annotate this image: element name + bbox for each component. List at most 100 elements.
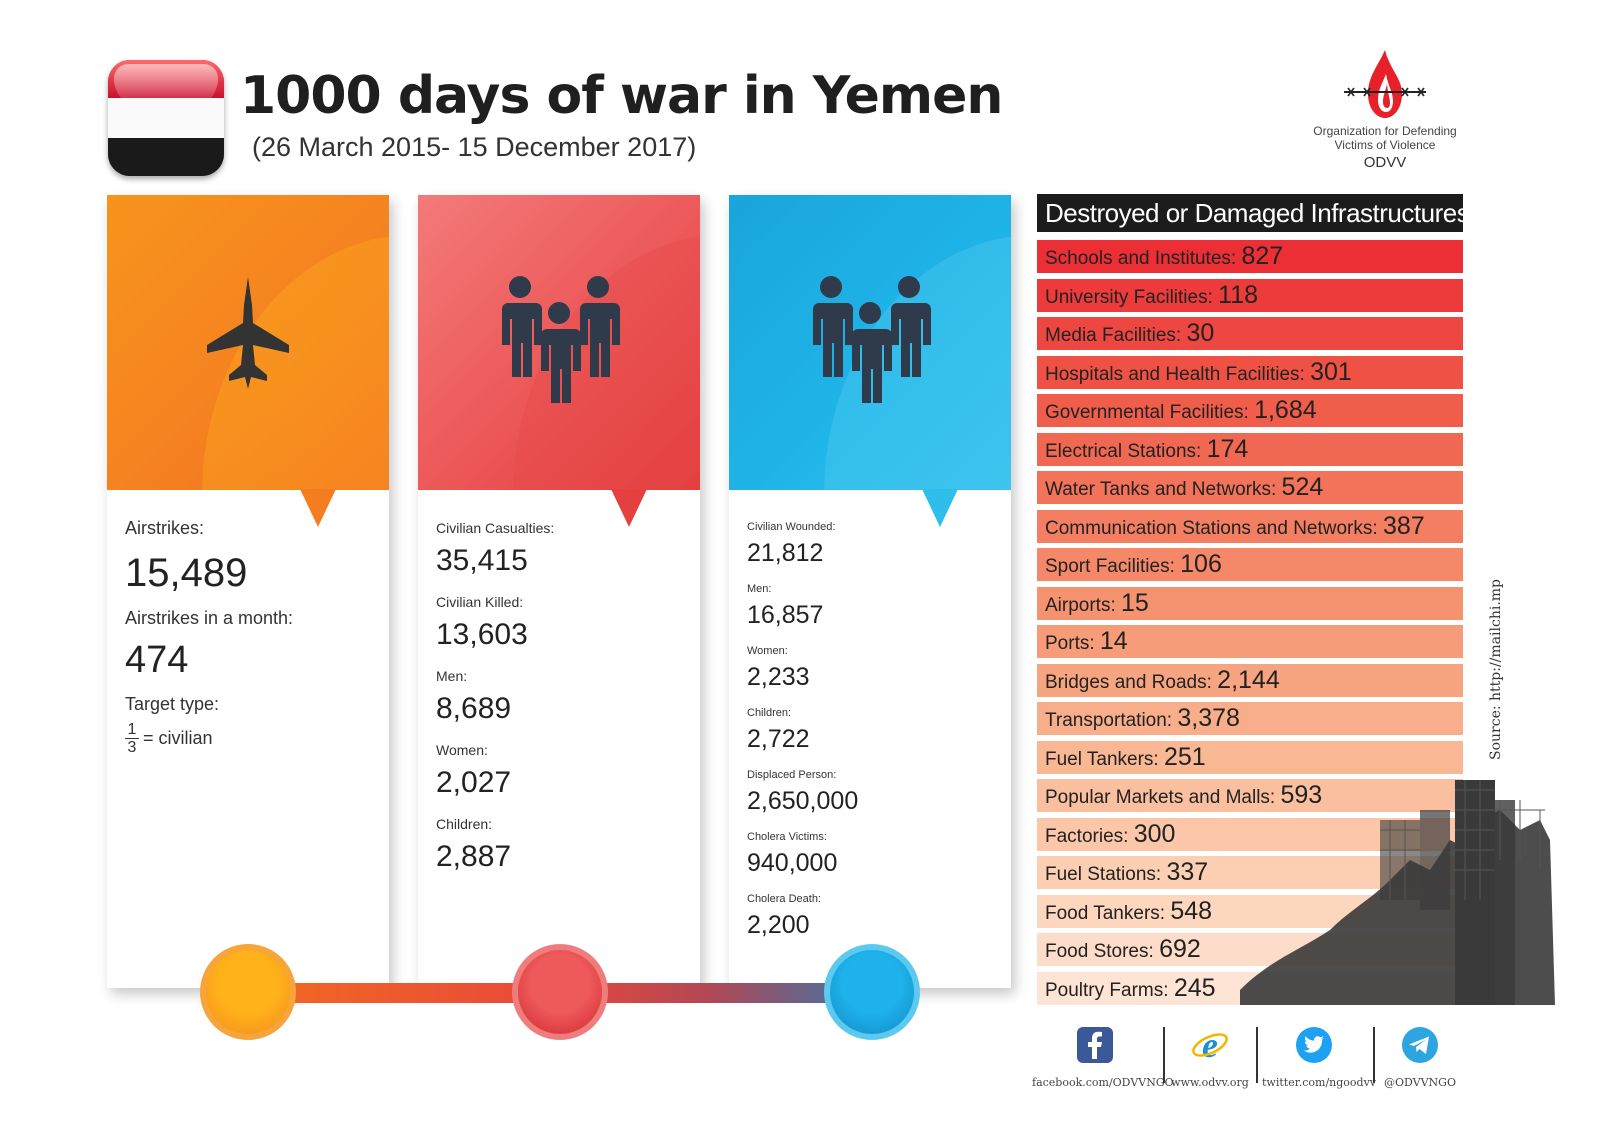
infrastructure-label: Transportation: bbox=[1045, 710, 1173, 731]
website-link[interactable]: e www.odvv.org bbox=[1170, 1025, 1250, 1089]
civilian-killed-value: 13,603 bbox=[436, 618, 528, 651]
infrastructure-label: Poultry Farms: bbox=[1045, 979, 1169, 1001]
wounded-children-label: Children: bbox=[747, 707, 792, 719]
cholera-death-value: 2,200 bbox=[747, 911, 810, 939]
infrastructure-value: 245 bbox=[1173, 973, 1216, 1002]
wounded-men-value: 16,857 bbox=[747, 601, 824, 629]
logo-line-2: Victims of Violence bbox=[1334, 138, 1436, 152]
page-title: 1000 days of war in Yemen bbox=[240, 66, 1003, 126]
timeline-dot-red bbox=[512, 944, 608, 1040]
infrastructure-row: Bridges and Roads: 2,144 bbox=[1037, 663, 1463, 697]
infrastructure-label: Fuel Stations: bbox=[1045, 864, 1162, 885]
infrastructure-label: Food Stores: bbox=[1045, 941, 1154, 962]
killed-children-label: Children: bbox=[436, 816, 493, 832]
infrastructure-row: Transportation: 3,378 bbox=[1037, 702, 1463, 735]
fraction-denominator: 3 bbox=[127, 739, 137, 756]
killed-women-value: 2,027 bbox=[436, 766, 512, 799]
civilian-wounded-value: 21,812 bbox=[747, 539, 824, 567]
page-subtitle: (26 March 2015- 15 December 2017) bbox=[252, 132, 697, 162]
infrastructure-label: Communication Stations and Networks: bbox=[1045, 517, 1378, 539]
infrastructure-label: Sport Facilities: bbox=[1045, 556, 1175, 577]
infrastructure-label: Ports: bbox=[1045, 633, 1095, 654]
target-type-label: Target type: bbox=[125, 694, 220, 714]
infrastructure-label: Media Facilities: bbox=[1045, 325, 1182, 346]
civilian-casualties-label: Civilian Casualties: bbox=[436, 520, 555, 536]
infrastructure-heading: Destroyed or Damaged Infrastructures: bbox=[1037, 194, 1476, 232]
infrastructure-value: 1,684 bbox=[1254, 396, 1317, 424]
infrastructure-row: Ports: 14 bbox=[1037, 625, 1463, 658]
social-separator bbox=[1373, 1027, 1375, 1083]
infrastructure-label: Hospitals and Health Facilities: bbox=[1045, 363, 1305, 385]
killed-men-label: Men: bbox=[436, 668, 468, 684]
facebook-icon bbox=[1077, 1027, 1113, 1063]
infrastructure-label: Food Tankers: bbox=[1045, 902, 1166, 924]
infrastructure-row: Water Tanks and Networks: 524 bbox=[1037, 471, 1463, 504]
infrastructure-value: 106 bbox=[1180, 550, 1222, 578]
wounded-women-label: Women: bbox=[747, 645, 788, 657]
logo-line-1: Organization for Defending bbox=[1313, 124, 1457, 138]
airstrikes-value: 15,489 bbox=[125, 551, 248, 595]
infrastructure-row: University Facilities: 118 bbox=[1037, 278, 1463, 312]
infrastructure-label: Fuel Tankers: bbox=[1045, 748, 1159, 770]
infrastructure-row: Fuel Tankers: 251 bbox=[1037, 740, 1463, 774]
infrastructure-row: Popular Markets and Malls: 593 bbox=[1037, 779, 1463, 812]
cholera-victims-value: 940,000 bbox=[747, 849, 838, 877]
infrastructure-value: 827 bbox=[1241, 242, 1284, 270]
infrastructure-label: Schools and Institutes: bbox=[1045, 248, 1237, 269]
wounded-stats: Civilian Wounded: 21,812 Men: 16,857 Wom… bbox=[747, 521, 858, 940]
killed-women-label: Women: bbox=[436, 742, 488, 758]
social-links: facebook.com/ODVVNGO e www.odvv.org twit… bbox=[1030, 1025, 1490, 1089]
civilian-killed-label: Civilian Killed: bbox=[436, 594, 524, 610]
infrastructure-value: 337 bbox=[1166, 858, 1209, 886]
killed-children-value: 2,887 bbox=[436, 840, 512, 873]
yemen-flag-icon bbox=[108, 60, 224, 176]
social-separator bbox=[1256, 1027, 1258, 1083]
telegram-text: @ODVVNGO bbox=[1384, 1076, 1456, 1089]
fraction-numerator: 1 bbox=[127, 721, 137, 738]
infrastructure-value: 692 bbox=[1159, 935, 1201, 963]
infrastructure-value: 15 bbox=[1121, 588, 1149, 617]
infrastructure-row: Sport Facilities: 106 bbox=[1037, 548, 1463, 581]
wounded-children-value: 2,722 bbox=[747, 725, 810, 753]
infrastructure-value: 300 bbox=[1133, 819, 1176, 848]
infrastructure-value: 387 bbox=[1382, 511, 1425, 540]
facebook-link[interactable]: facebook.com/ODVVNGO bbox=[1032, 1025, 1174, 1089]
infrastructure-row: Airports: 15 bbox=[1037, 586, 1463, 620]
infrastructure-value: 2,144 bbox=[1217, 665, 1280, 694]
casualties-card-header bbox=[418, 195, 700, 490]
telegram-link[interactable]: @ODVVNGO bbox=[1382, 1025, 1458, 1089]
infrastructure-value: 593 bbox=[1280, 781, 1323, 809]
infrastructure-label: Bridges and Roads: bbox=[1045, 671, 1212, 693]
infrastructure-value: 3,378 bbox=[1177, 704, 1240, 732]
destroyed-city-silhouette-icon bbox=[1240, 780, 1555, 1005]
civilian-wounded-label: Civilian Wounded: bbox=[747, 521, 836, 533]
wounded-women-value: 2,233 bbox=[747, 663, 810, 691]
displaced-label: Displaced Person: bbox=[747, 769, 837, 781]
timeline-dot-orange bbox=[200, 944, 296, 1040]
infrastructure-row: Electrical Stations: 174 bbox=[1037, 432, 1463, 466]
infrastructure-value: 301 bbox=[1310, 357, 1352, 386]
facebook-text: facebook.com/ODVVNGO bbox=[1032, 1076, 1174, 1089]
infrastructure-value: 118 bbox=[1218, 280, 1259, 309]
fighter-jet-icon bbox=[207, 277, 289, 389]
internet-explorer-icon: e bbox=[1192, 1025, 1228, 1065]
infrastructure-value: 548 bbox=[1170, 896, 1213, 925]
telegram-icon bbox=[1402, 1027, 1438, 1063]
casualties-card: Civilian Casualties: 35,415 Civilian Kil… bbox=[418, 195, 700, 988]
twitter-icon bbox=[1296, 1027, 1332, 1063]
source-note: Source: http://mailchi.mp bbox=[1488, 578, 1504, 760]
infrastructure-value: 524 bbox=[1281, 473, 1324, 501]
website-text: www.odvv.org bbox=[1171, 1076, 1249, 1089]
twitter-text: twitter.com/ngoodvv bbox=[1262, 1076, 1377, 1089]
infrastructure-label: Electrical Stations: bbox=[1045, 440, 1202, 462]
cholera-victims-label: Cholera Victims: bbox=[747, 831, 827, 843]
odvv-logo: Organization for Defending Victims of Vi… bbox=[1290, 48, 1480, 171]
infrastructure-value: 174 bbox=[1206, 434, 1249, 463]
infrastructure-row: Governmental Facilities: 1,684 bbox=[1037, 394, 1463, 427]
infrastructure-row: Hospitals and Health Facilities: 301 bbox=[1037, 355, 1463, 389]
twitter-link[interactable]: twitter.com/ngoodvv bbox=[1262, 1025, 1377, 1089]
infrastructure-row: Schools and Institutes: 827 bbox=[1037, 240, 1463, 273]
airstrikes-card: Airstrikes: 15,489 Airstrikes in a month… bbox=[107, 195, 389, 988]
fraction-text: = civilian bbox=[143, 728, 213, 748]
monthly-airstrikes-label: Airstrikes in a month: bbox=[125, 608, 294, 628]
